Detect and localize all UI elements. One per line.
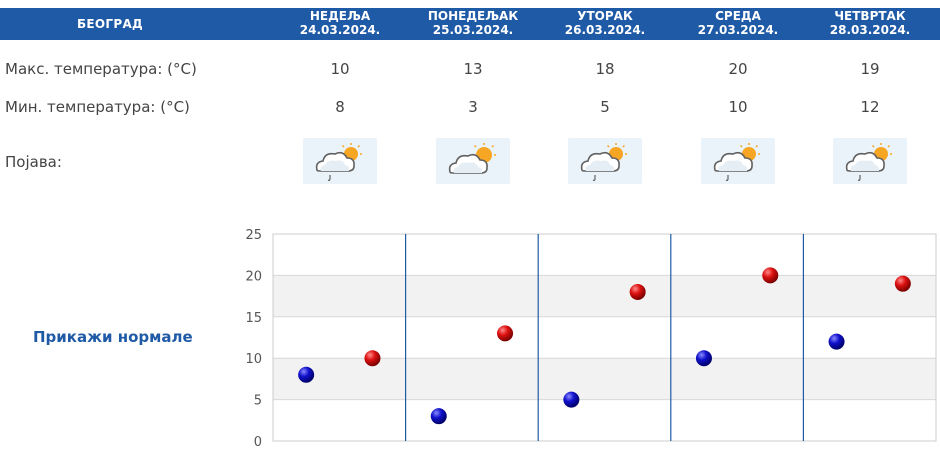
- y-tick-label: 10: [245, 352, 262, 367]
- day-name: НЕДЕЉА: [309, 9, 371, 23]
- y-tick-label: 5: [254, 394, 262, 409]
- partly-cloudy-rain-icon: [701, 138, 775, 184]
- day-date: 24.03.2024.: [299, 23, 381, 37]
- max-temp-label: Макс. температура: (°C): [5, 60, 197, 78]
- grid-band: [273, 275, 936, 317]
- grid-band: [273, 358, 936, 400]
- day-header-3: УТОРАК 26.03.2024.: [545, 9, 665, 39]
- partly-cloudy-rain-icon: [568, 138, 642, 184]
- day-name: ПОНЕДЕЉАК: [427, 9, 519, 23]
- city-name: БЕОГРАД: [76, 17, 144, 31]
- min-temp-point[interactable]: [430, 408, 447, 425]
- plot-frame: [272, 233, 937, 442]
- max-temp-value: 19: [860, 60, 880, 78]
- partly-cloudy-icon: [436, 138, 510, 184]
- min-temp-value: 3: [468, 98, 478, 116]
- max-temp-point[interactable]: [364, 350, 381, 367]
- min-temp-value: 8: [335, 98, 345, 116]
- max-temp-value: 10: [330, 60, 350, 78]
- min-temp-value: 5: [600, 98, 610, 116]
- max-temp-value: 13: [463, 60, 483, 78]
- max-temp-value: 18: [595, 60, 615, 78]
- min-temp-point[interactable]: [828, 333, 845, 350]
- max-temp-value: 20: [728, 60, 748, 78]
- phenomenon-label: Појава:: [5, 153, 62, 171]
- max-temp-point[interactable]: [894, 275, 911, 292]
- day-name: ЧЕТВРТАК: [834, 9, 906, 23]
- day-header-5: ЧЕТВРТАК 28.03.2024.: [810, 9, 930, 39]
- day-header-1: НЕДЕЉА 24.03.2024.: [280, 9, 400, 39]
- day-header-4: СРЕДА 27.03.2024.: [678, 9, 798, 39]
- min-temp-label: Мин. температура: (°C): [5, 98, 190, 116]
- partly-cloudy-rain-icon: [833, 138, 907, 184]
- y-tick-label: 15: [245, 311, 262, 326]
- day-name: УТОРАК: [577, 9, 633, 23]
- header-bar: [0, 8, 940, 40]
- max-temp-point[interactable]: [497, 325, 514, 342]
- day-header-2: ПОНЕДЕЉАК 25.03.2024.: [413, 9, 533, 39]
- day-date: 28.03.2024.: [829, 23, 911, 37]
- day-name: СРЕДА: [715, 9, 761, 23]
- min-temp-point[interactable]: [298, 366, 315, 383]
- day-date: 26.03.2024.: [564, 23, 646, 37]
- y-tick-label: 25: [245, 228, 262, 243]
- y-tick-label: 0: [254, 435, 262, 450]
- min-temp-value: 12: [860, 98, 880, 116]
- min-temp-point[interactable]: [695, 350, 712, 367]
- day-date: 25.03.2024.: [432, 23, 514, 37]
- partly-cloudy-rain-icon: [303, 138, 377, 184]
- day-date: 27.03.2024.: [697, 23, 779, 37]
- min-temp-point[interactable]: [563, 391, 580, 408]
- y-tick-label: 20: [245, 269, 262, 284]
- min-temp-value: 10: [728, 98, 748, 116]
- max-temp-point[interactable]: [629, 283, 646, 300]
- show-normals-link[interactable]: Прикажи нормале: [33, 328, 193, 346]
- max-temp-point[interactable]: [762, 267, 779, 284]
